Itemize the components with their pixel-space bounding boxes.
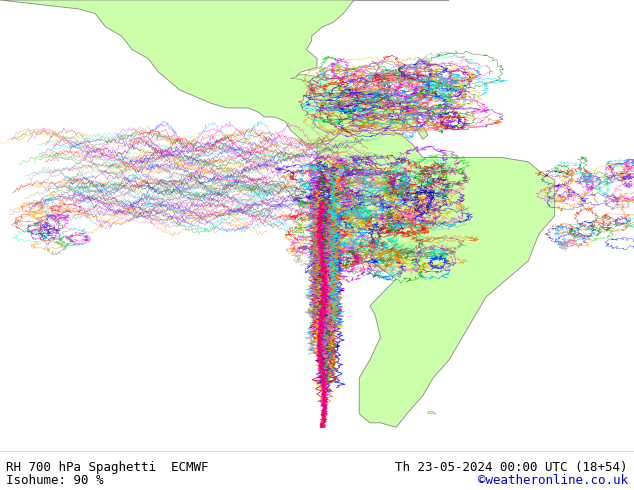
Polygon shape [384,97,395,100]
Polygon shape [398,97,400,98]
Text: Th 23-05-2024 00:00 UTC (18+54): Th 23-05-2024 00:00 UTC (18+54) [395,461,628,474]
Polygon shape [428,412,436,414]
Polygon shape [0,0,449,144]
Polygon shape [290,74,349,91]
Polygon shape [424,121,426,122]
Polygon shape [419,128,421,129]
Polygon shape [414,110,417,111]
Polygon shape [325,97,338,100]
Polygon shape [424,119,427,121]
Polygon shape [407,99,409,100]
Polygon shape [405,99,408,101]
Polygon shape [317,126,555,427]
Polygon shape [404,98,407,99]
Polygon shape [422,106,424,108]
Polygon shape [415,102,417,104]
Polygon shape [412,100,414,102]
Polygon shape [418,106,420,107]
Text: ©weatheronline.co.uk: ©weatheronline.co.uk [477,474,628,487]
Text: RH 700 hPa Spaghetti  ECMWF: RH 700 hPa Spaghetti ECMWF [6,461,209,474]
Polygon shape [417,112,418,114]
Polygon shape [417,117,418,118]
Text: Isohume: 90 %: Isohume: 90 % [6,474,104,487]
Polygon shape [349,92,380,101]
